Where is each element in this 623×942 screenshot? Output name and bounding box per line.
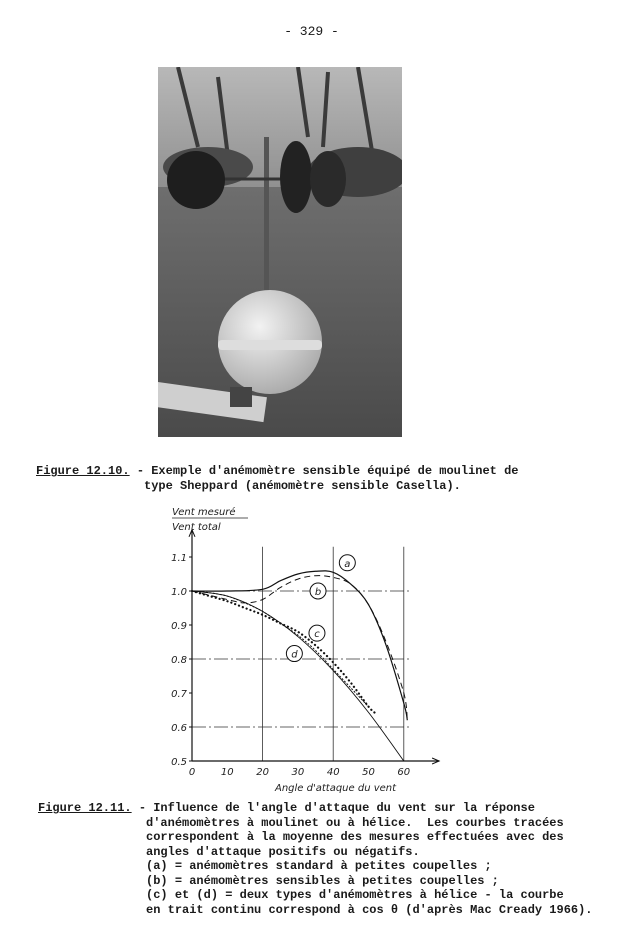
figure-12-10-caption: Figure 12.10. - Exemple d'anémomètre sen… [36,464,519,493]
curve-label: b [315,587,321,598]
curve-label-circle [309,582,327,600]
x-tick-label: 10 [221,767,234,778]
x-tick-label: 50 [362,767,375,778]
x-tick-label: 0 [189,767,195,778]
curve-label-circle [338,554,356,572]
y-tick-label: 0.5 [171,757,187,768]
x-tick-label: 20 [256,767,269,778]
page-number: - 329 - [284,24,339,39]
x-tick-label: 30 [292,767,305,778]
curve-label: c [314,629,320,640]
x-axis-arrow [431,757,441,765]
x-tick-label: 60 [397,767,410,778]
curve-label-circle [285,645,303,663]
curve-label-circle [308,624,326,642]
figure-label: Figure 12.11. [38,801,132,815]
y-tick-label: 0.9 [171,621,187,632]
y-tick-label: 0.6 [171,723,187,734]
caption-line: type Sheppard (anémomètre sensible Casel… [129,478,461,493]
curve-label: a [344,559,350,570]
ylabel-numerator: Vent mesuré [172,506,236,518]
series-a-line [191,570,408,721]
series-cos-line [191,590,405,762]
figure-12-11-caption: Figure 12.11. - Influence de l'angle d'a… [38,801,593,917]
x-tick-label: 40 [327,767,340,778]
series-d-line [191,590,369,707]
series-c-line [190,589,377,715]
y-tick-label: 1.1 [171,553,187,564]
caption-line: (c) et (d) = deux types d'anémomètres à … [131,888,564,902]
caption-line: correspondent à la moyenne des mesures e… [131,830,564,844]
anemometer-photo [158,67,402,437]
caption-line: (b) = anémomètres sensibles à petites co… [131,873,499,888]
caption-line: - Exemple d'anémomètre sensible équipé d… [136,464,519,478]
y-tick-label: 0.7 [171,689,188,700]
caption-line: (a) = anémomètres standard à petites cou… [131,859,492,873]
y-axis-arrow [188,528,196,537]
caption-line: - Influence de l'angle d'attaque du vent… [138,801,535,815]
y-tick-label: 0.8 [171,655,187,666]
caption-line: d'anémomètres à moulinet ou à hélice. Le… [131,815,564,830]
caption-line: en trait continu correspond à cos θ (d'a… [131,902,593,917]
caption-line: angles d'attaque positifs ou négatifs. [131,844,420,859]
y-tick-label: 1.0 [171,587,187,598]
xlabel: Angle d'attaque du vent [274,783,397,794]
ylabel-denominator: Vent total [172,522,221,533]
curve-label: d [291,650,298,661]
figure-label: Figure 12.10. [36,464,130,478]
